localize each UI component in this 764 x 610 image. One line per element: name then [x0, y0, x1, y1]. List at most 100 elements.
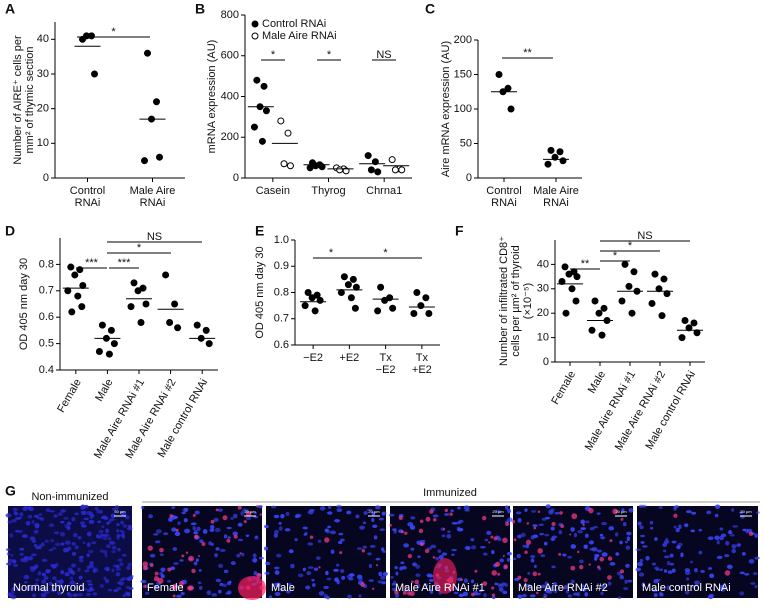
- nucleus: [593, 525, 598, 529]
- nucleus: [601, 521, 608, 526]
- cd8-cell: [532, 571, 538, 577]
- nucleus: [532, 524, 538, 527]
- nucleus: [88, 563, 94, 569]
- data-point: [67, 263, 75, 271]
- nucleus: [621, 508, 625, 512]
- nucleus: [729, 534, 735, 537]
- nucleus: [274, 591, 281, 596]
- significance-label: ***: [118, 257, 132, 269]
- data-point: [547, 146, 555, 154]
- data-point: [337, 289, 345, 296]
- nucleus: [121, 554, 127, 557]
- data-point: [312, 162, 320, 170]
- cd8-cell: [175, 528, 179, 532]
- nucleus: [192, 526, 197, 531]
- x-tick-label: Female: [549, 369, 578, 407]
- data-point: [559, 157, 567, 165]
- y-axis-label: Number of AIRE⁺ cells per: [12, 35, 24, 165]
- nucleus: [119, 578, 125, 582]
- nucleus: [731, 544, 737, 549]
- nucleus: [241, 552, 245, 557]
- nucleus: [520, 532, 526, 538]
- nucleus: [44, 539, 49, 543]
- legend-marker: [251, 20, 259, 28]
- y-tick-label: 0.8: [39, 258, 54, 270]
- nucleus: [327, 511, 333, 515]
- nucleus: [273, 566, 280, 570]
- nucleus: [437, 549, 442, 553]
- micrograph: 20 µm Male Aire RNAi #1: [388, 505, 513, 600]
- nucleus: [444, 513, 450, 516]
- cd8-cell: [503, 564, 509, 569]
- image-label: Male control RNAi: [642, 582, 731, 594]
- y-tick-label: 800: [221, 9, 239, 21]
- nucleus: [441, 552, 447, 556]
- nucleus: [663, 540, 670, 544]
- data-point: [105, 350, 113, 358]
- nucleus: [245, 534, 250, 537]
- significance-label: NS: [637, 230, 652, 242]
- nucleus: [111, 550, 117, 554]
- nucleus: [315, 556, 321, 560]
- nucleus: [579, 584, 585, 588]
- data-point: [413, 289, 421, 296]
- nucleus: [223, 534, 228, 539]
- nucleus: [50, 539, 54, 543]
- nucleus: [395, 571, 399, 576]
- nucleus: [174, 531, 181, 537]
- group-label: Immunized: [423, 487, 477, 499]
- nucleus: [694, 580, 700, 585]
- nucleus: [726, 564, 733, 569]
- nucleus: [517, 534, 522, 539]
- nucleus: [29, 568, 36, 573]
- nucleus: [252, 553, 257, 558]
- nucleus: [589, 527, 595, 531]
- data-point: [367, 166, 375, 174]
- nucleus: [470, 579, 475, 584]
- nucleus: [226, 526, 232, 530]
- nucleus: [483, 592, 487, 598]
- nucleus: [51, 546, 57, 550]
- cd8-cell: [433, 517, 437, 522]
- data-point: [556, 148, 564, 156]
- nucleus: [153, 533, 159, 536]
- nucleus: [526, 583, 531, 588]
- nucleus: [22, 558, 29, 563]
- cd8-cell: [576, 550, 580, 554]
- nucleus: [570, 527, 575, 532]
- data-point: [558, 277, 566, 285]
- nucleus: [58, 584, 62, 589]
- scale-label: 20 µm: [615, 509, 627, 514]
- nucleus: [333, 568, 339, 572]
- nucleus: [502, 590, 508, 595]
- nucleus: [394, 566, 398, 570]
- cd8-cell: [474, 569, 478, 573]
- nucleus: [86, 531, 92, 537]
- nucleus: [8, 593, 14, 598]
- nucleus: [190, 522, 197, 526]
- nucleus: [60, 570, 65, 575]
- scale-label: 50 µm: [114, 509, 126, 514]
- cd8-cell: [185, 551, 189, 554]
- nucleus: [32, 593, 36, 598]
- cd8-cell: [524, 550, 528, 555]
- data-point: [544, 160, 552, 168]
- cd8-cell: [425, 516, 431, 522]
- significance-label: **: [523, 47, 532, 59]
- cd8-cell: [609, 539, 613, 543]
- data-point: [495, 71, 503, 78]
- cd8-cell: [411, 580, 414, 584]
- nucleus: [19, 547, 25, 551]
- nucleus: [589, 547, 595, 551]
- nucleus: [80, 504, 86, 510]
- nucleus: [393, 529, 397, 534]
- nucleus: [12, 507, 18, 511]
- data-point: [690, 319, 698, 327]
- nucleus: [381, 547, 385, 552]
- nucleus: [69, 569, 74, 574]
- cd8-cell: [226, 538, 231, 543]
- nucleus: [22, 506, 28, 512]
- data-point: [202, 326, 210, 334]
- nucleus: [330, 530, 336, 535]
- cd8-cell: [143, 584, 147, 588]
